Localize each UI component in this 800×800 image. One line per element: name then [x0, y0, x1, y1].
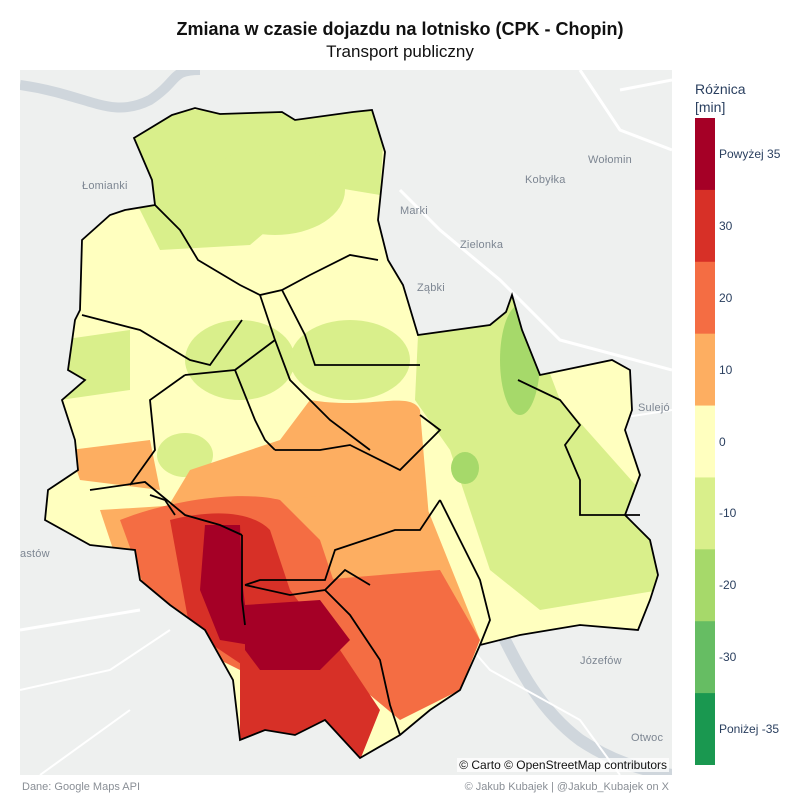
legend-title-line1: Różnica [695, 81, 746, 97]
place-label: Zielonka [460, 239, 504, 251]
place-label: Otwoc [631, 732, 664, 744]
colorbar-tick-label: 30 [719, 218, 733, 233]
colorbar-band [695, 261, 715, 335]
place-label: astów [20, 548, 50, 560]
colorbar-tick-label: Powyżej 35 [719, 146, 781, 161]
data-source-note: Dane: Google Maps API [22, 781, 141, 793]
legend-title-line2: [min] [695, 99, 726, 115]
map-attribution[interactable]: © Carto © OpenStreetMap contributors [457, 758, 669, 772]
colorbar-band [695, 693, 715, 765]
legend-title: Różnica [min] [695, 80, 746, 116]
map-panel[interactable]: Łomianki Marki Kobyłka Wołomin Zielonka … [20, 70, 672, 775]
chart-title: Zmiana w czasie dojazdu na lotnisko (CPK… [176, 19, 624, 39]
place-label: Marki [400, 205, 428, 217]
district-borders [44, 107, 659, 759]
colorbar-band [695, 477, 715, 550]
author-credit: © Jakub Kubajek | @Jakub_Kubajek on X [464, 781, 669, 793]
colorbar-tick-label: -20 [719, 578, 737, 593]
colorbar-band [695, 333, 715, 407]
place-label: Wołomin [588, 154, 632, 166]
colorbar-tick-label: -30 [719, 650, 737, 665]
colorbar-tick-label: 20 [719, 290, 733, 305]
place-label: Sulejó [638, 402, 670, 414]
colorbar-band [695, 405, 715, 478]
choropleth [45, 108, 658, 758]
place-label: Ząbki [417, 282, 445, 294]
map-svg [20, 70, 672, 775]
colorbar-band [695, 189, 715, 263]
colorbar-tick-label: 0 [719, 434, 726, 449]
colorbar-tick-label: 10 [719, 362, 733, 377]
colorbar [695, 118, 715, 765]
colorbar-tick-label: -10 [719, 506, 737, 521]
colorbar-tick-label: Poniżej -35 [719, 722, 780, 737]
place-label: Łomianki [82, 180, 128, 192]
chart-subtitle: Transport publiczny [326, 42, 474, 61]
colorbar-band [695, 118, 715, 191]
colorbar-band [695, 549, 715, 622]
place-label: Józefów [580, 655, 622, 667]
colorbar-band [695, 621, 715, 694]
place-label: Kobyłka [525, 174, 566, 186]
